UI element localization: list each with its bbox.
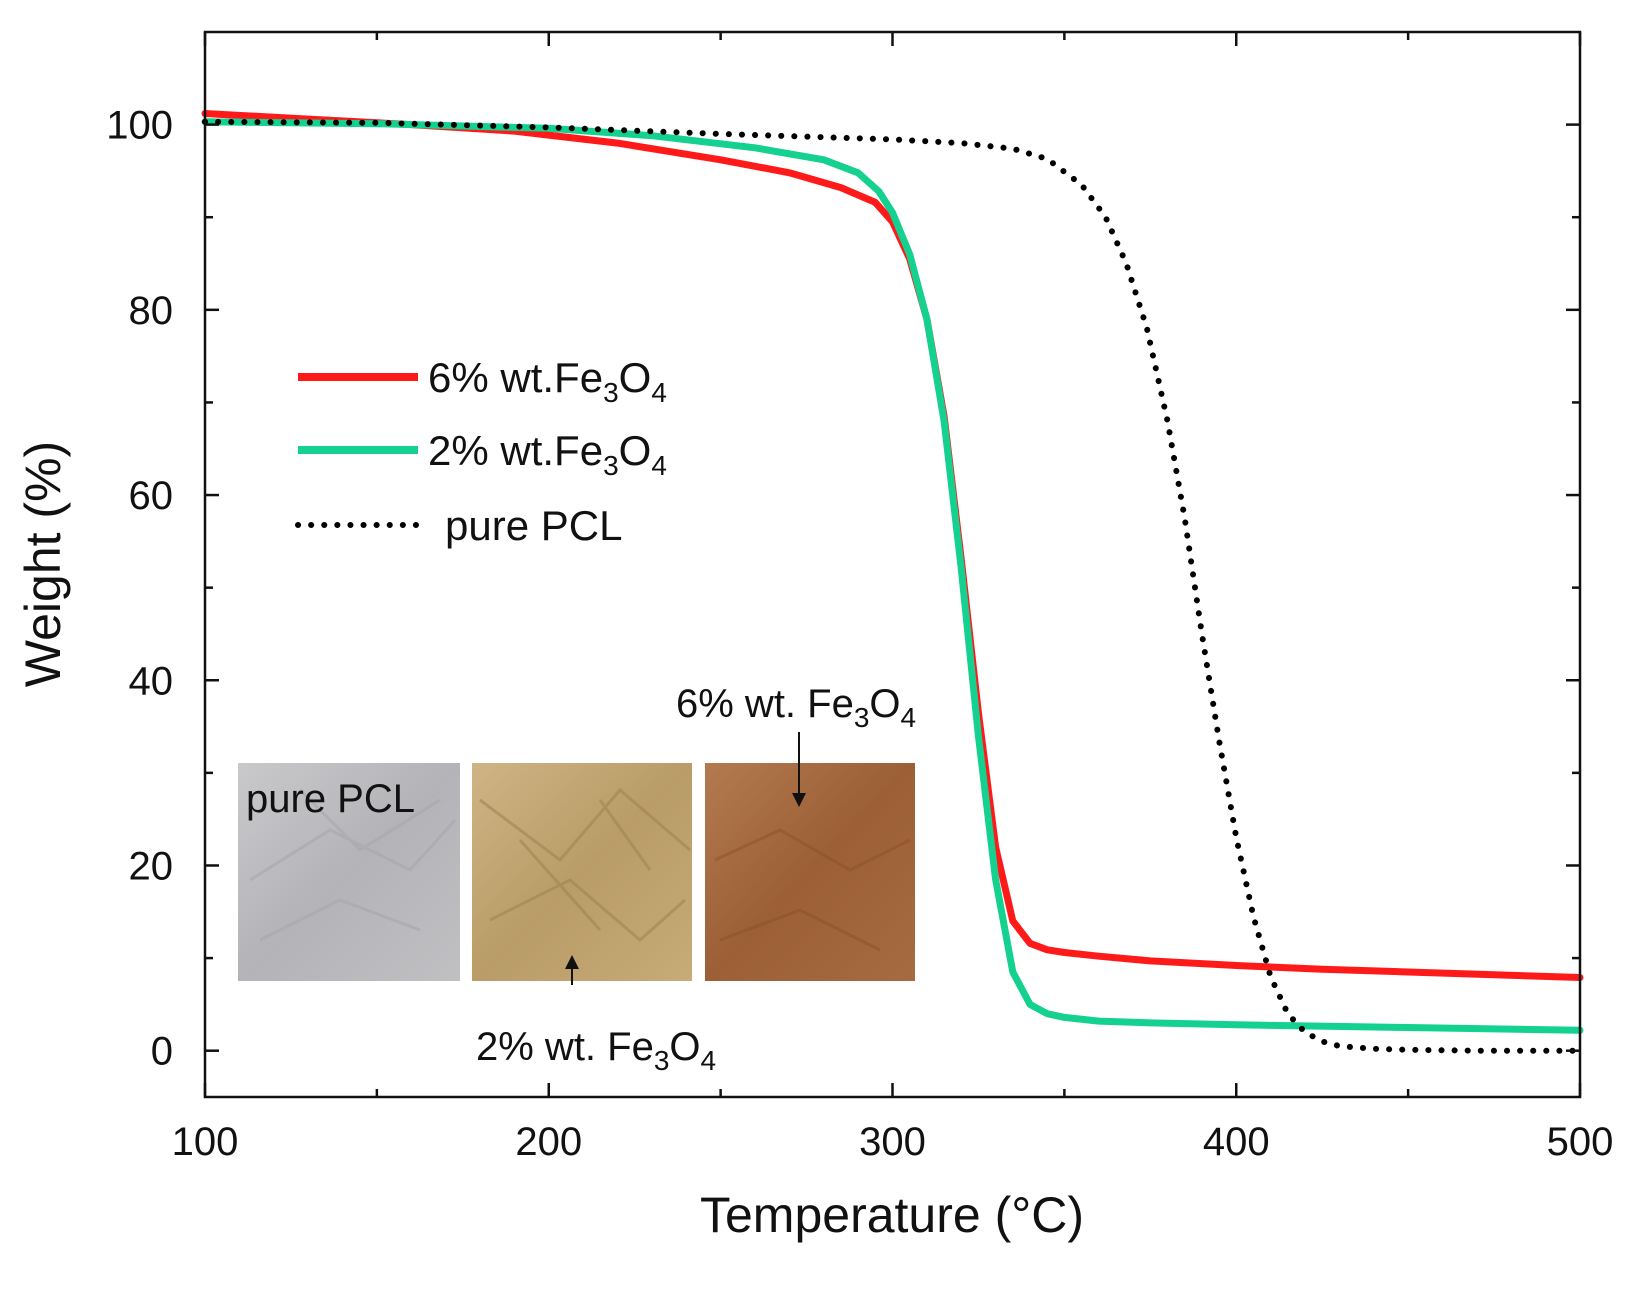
series-layer (201, 110, 1584, 1054)
inset-photo-6pct (705, 763, 915, 981)
x-tick-label: 400 (1203, 1120, 1270, 1164)
legend-label-6pct-sub2: 4 (651, 377, 667, 408)
legend-label-6pct: 6% wt.Fe3O4 (428, 354, 667, 408)
x-tick-label: 500 (1547, 1120, 1614, 1164)
y-tick-label: 100 (106, 104, 173, 148)
x-tick-label: 300 (859, 1120, 926, 1164)
inset-photo-pure-pcl (238, 763, 460, 981)
legend-label-2pct-main: 2% wt.Fe (428, 427, 603, 474)
annotation-6pct-sub1: 3 (854, 702, 870, 733)
x-tick-label: 200 (515, 1120, 582, 1164)
inset-photo-2pct (472, 763, 692, 981)
series-line-1 (201, 118, 1584, 1034)
y-tick-label: 0 (151, 1030, 173, 1074)
legend-label-2pct: 2% wt.Fe3O4 (428, 427, 667, 481)
legend-label-2pct-sub2: 4 (651, 450, 667, 481)
annotation-2pct-main: 2% wt. Fe (476, 1025, 654, 1069)
x-axis-title: Temperature (°C) (700, 1187, 1084, 1243)
y-tick-label: 80 (129, 289, 174, 333)
annotation-6pct-sub2: 4 (901, 702, 917, 733)
inset-photo-pure-pcl-texture (249, 788, 457, 942)
annotation-2pct-sub1: 3 (654, 1045, 670, 1076)
annotation-6pct: 6% wt. Fe3O4 (676, 682, 916, 733)
y-tick-label: 60 (129, 474, 174, 518)
inset-photo-6pct-texture (714, 828, 911, 952)
annotation-2pct-mid: O (669, 1025, 700, 1069)
y-axis-title: Weight (%) (15, 441, 71, 687)
annotation-2pct-sub2: 4 (701, 1045, 717, 1076)
inset-label-pure-pcl: pure PCL (246, 777, 415, 821)
y-tick-label: 20 (129, 844, 174, 888)
inset-photo-2pct-texture (479, 787, 691, 942)
legend-label-6pct-sub1: 3 (603, 377, 619, 408)
legend-label-pure-pcl: pure PCL (445, 502, 622, 549)
legend-label-6pct-mid: O (619, 354, 652, 401)
annotation-2pct: 2% wt. Fe3O4 (476, 1025, 716, 1076)
legend-label-2pct-sub1: 3 (603, 450, 619, 481)
legend: 6% wt.Fe3O4 2% wt.Fe3O4 pure PCL (295, 354, 667, 549)
legend-label-2pct-mid: O (619, 427, 652, 474)
x-tick-label: 100 (172, 1120, 239, 1164)
tick-layer: 100 200 300 400 500 0 20 40 60 80 100 (106, 32, 1613, 1164)
legend-label-6pct-main: 6% wt.Fe (428, 354, 603, 401)
annotation-6pct-main: 6% wt. Fe (676, 682, 854, 726)
annotation-6pct-mid: O (869, 682, 900, 726)
y-tick-label: 40 (129, 659, 174, 703)
inset-photos: pure PCL 6% wt. Fe3O4 2% wt. Fe3O4 (238, 682, 916, 1076)
